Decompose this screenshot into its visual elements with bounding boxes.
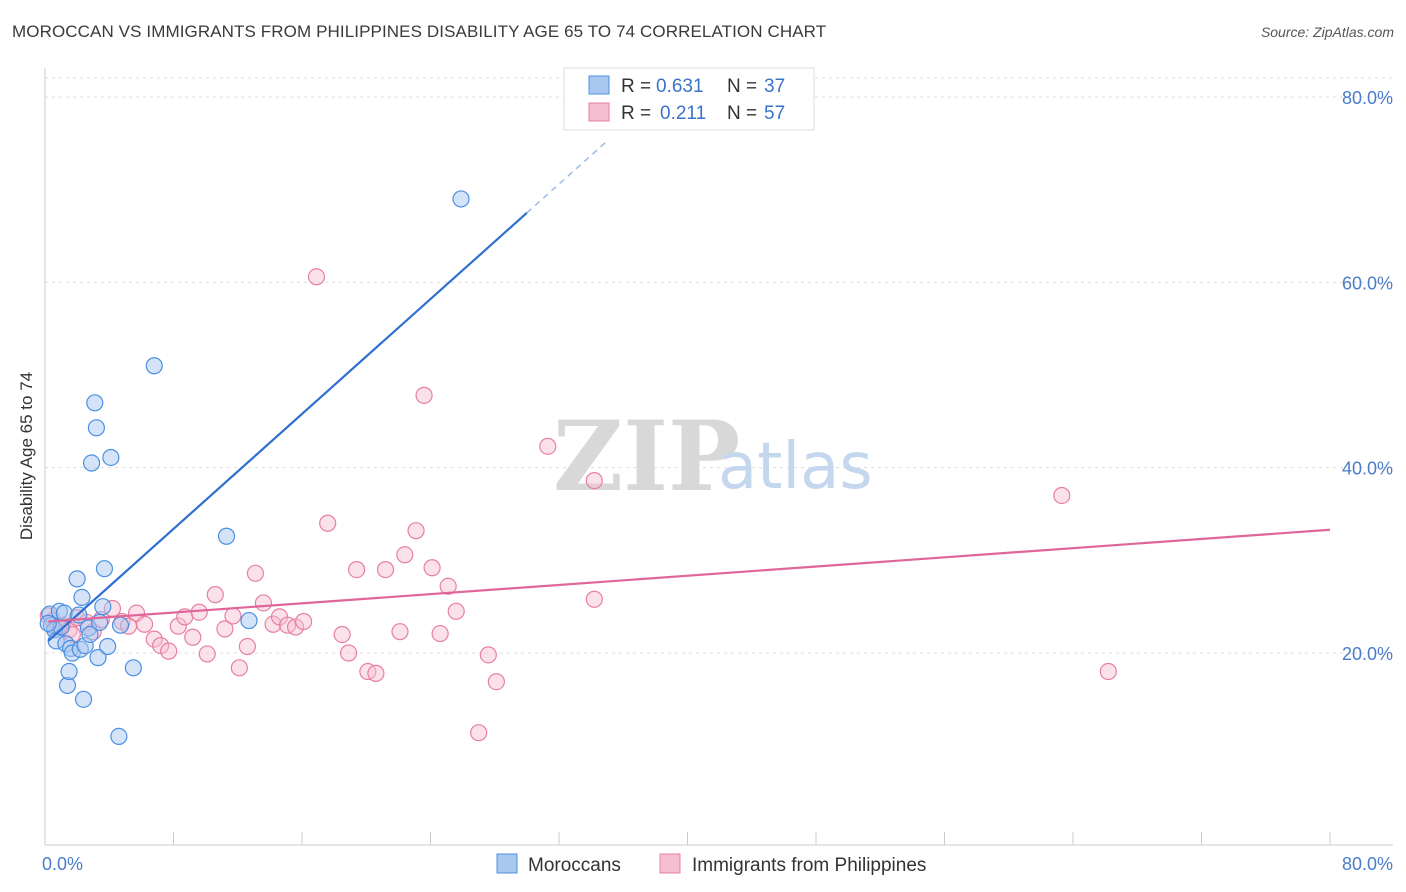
moroccan-point (73, 588, 91, 607)
source-label: Source: ZipAtlas.com (1260, 24, 1394, 40)
moroccan-point (82, 454, 101, 472)
legend-r-label-1: R = (621, 76, 651, 97)
philippines-point (160, 642, 178, 660)
trend-lines (47, 140, 1331, 642)
philippines-point (431, 624, 449, 643)
philippines-point (487, 673, 505, 691)
philippines-point (224, 607, 242, 625)
philippines-point (184, 628, 202, 646)
legend-n-value-2: 57 (764, 103, 785, 124)
bottom-legend-philippines: Immigrants from Philippines (692, 855, 926, 876)
bottom-legend: Moroccans Immigrants from Philippines (496, 853, 926, 876)
legend-swatch-philippines (588, 102, 610, 122)
moroccan-point (68, 570, 86, 588)
philippines-point (396, 546, 414, 564)
philippines-point (216, 620, 234, 638)
moroccan-point (145, 357, 163, 375)
philippines-point (407, 522, 425, 540)
moroccan-point (111, 616, 130, 634)
moroccan-point (94, 598, 112, 616)
bottom-legend-swatch-moroccans (496, 853, 518, 874)
philippines-point (439, 577, 457, 595)
philippines-point (415, 386, 433, 404)
legend-r-value-2: 0.211 (660, 103, 706, 124)
moroccan-point (99, 637, 117, 656)
y-tick-label: 60.0% (1342, 273, 1393, 293)
philippines-point (348, 560, 366, 579)
philippines-point (1099, 662, 1117, 681)
watermark-zip: ZIP (553, 400, 740, 513)
moroccan-point (452, 190, 470, 208)
philippines-point (319, 514, 337, 532)
legend-n-label-1: N = (727, 76, 757, 97)
x-tick-marks (173, 832, 1331, 845)
philippines-point (585, 472, 603, 490)
philippines-point (169, 617, 187, 635)
philippines-point (145, 630, 163, 648)
series-moroccans-points (39, 190, 470, 746)
x-tick-label-min: 0.0% (42, 854, 83, 874)
legend-n-value-1: 37 (764, 76, 785, 97)
bottom-legend-swatch-philippines (659, 853, 681, 874)
moroccan-point (86, 394, 104, 412)
philippines-point (391, 623, 409, 641)
philippines-point (198, 645, 216, 663)
y-tick-labels: 20.0% 40.0% 60.0% 80.0% (1342, 88, 1393, 664)
legend-swatch-moroccans (588, 75, 610, 95)
moroccan-point (87, 419, 106, 437)
trend-line-philippines (48, 528, 1331, 623)
gridlines (45, 77, 1393, 654)
legend: R = 0.631 N = 37 R = 0.211 N = 57 (563, 67, 815, 131)
moroccan-point (55, 604, 73, 622)
moroccan-point (39, 614, 57, 632)
philippines-point (1053, 486, 1071, 505)
philippines-point (447, 602, 465, 620)
philippines-point (238, 637, 256, 656)
moroccan-point (60, 662, 78, 681)
philippines-point (135, 615, 154, 633)
philippines-point (339, 644, 358, 662)
moroccan-point (240, 611, 258, 630)
moroccan-point (110, 727, 128, 746)
moroccan-point (124, 659, 142, 677)
legend-r-label-2: R = (621, 103, 651, 124)
y-axis-label: Disability Age 65 to 74 (17, 372, 36, 540)
legend-r-value-1: 0.631 (656, 76, 704, 97)
philippines-point (246, 564, 265, 582)
philippines-point (333, 625, 351, 644)
moroccan-point (217, 527, 236, 545)
y-tick-label: 80.0% (1342, 88, 1393, 108)
philippines-point (479, 646, 497, 664)
philippines-point (206, 586, 224, 604)
philippines-point (295, 612, 313, 631)
philippines-point (423, 559, 441, 577)
philippines-point (190, 603, 208, 621)
philippines-point (376, 560, 395, 579)
chart-title: MOROCCAN VS IMMIGRANTS FROM PHILIPPINES … (12, 22, 827, 41)
philippines-point (585, 590, 603, 608)
y-tick-label: 40.0% (1342, 459, 1393, 479)
legend-n-label-2: N = (727, 103, 757, 124)
watermark-atlas: atlas (718, 430, 873, 504)
philippines-point (367, 664, 385, 682)
trend-line-moroccans-extension (526, 140, 608, 214)
philippines-point (230, 659, 248, 677)
trend-line-moroccans (47, 212, 528, 642)
y-tick-label: 20.0% (1342, 644, 1393, 664)
moroccan-point (89, 649, 107, 667)
x-tick-label-max: 80.0% (1342, 854, 1393, 874)
moroccan-point (102, 448, 120, 467)
philippines-point (539, 437, 557, 455)
moroccan-point (74, 690, 93, 708)
moroccan-point (95, 560, 114, 578)
philippines-point (470, 724, 488, 742)
bottom-legend-moroccans: Moroccans (528, 855, 621, 876)
moroccan-point (81, 625, 99, 644)
philippines-point (254, 594, 273, 612)
philippines-point (307, 268, 326, 286)
